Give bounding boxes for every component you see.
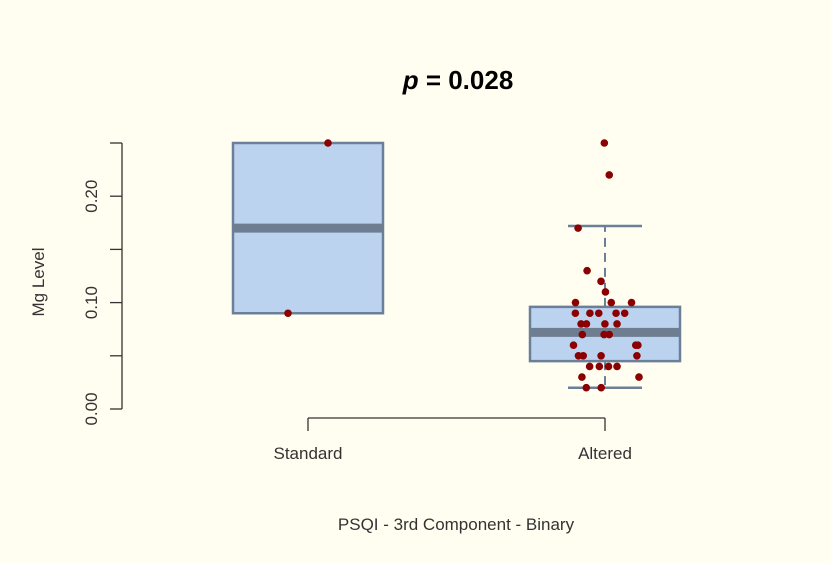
data-point bbox=[620, 309, 629, 318]
data-point bbox=[586, 309, 594, 318]
y-tick-label: 0.20 bbox=[82, 180, 101, 213]
data-point bbox=[595, 362, 604, 371]
data-point bbox=[634, 341, 642, 349]
data-point bbox=[571, 309, 580, 318]
data-point bbox=[597, 352, 605, 360]
data-point bbox=[582, 383, 591, 392]
data-point bbox=[569, 341, 578, 349]
data-point bbox=[612, 309, 620, 318]
data-point bbox=[571, 298, 580, 307]
data-point bbox=[613, 362, 621, 371]
data-point bbox=[284, 309, 292, 318]
data-point bbox=[574, 224, 582, 232]
data-point bbox=[597, 277, 605, 286]
chart-title: p = 0.028 bbox=[402, 65, 514, 95]
data-point bbox=[601, 320, 609, 328]
data-point bbox=[585, 362, 594, 371]
data-point bbox=[597, 383, 605, 392]
data-point bbox=[579, 352, 588, 360]
title-p-symbol: p bbox=[402, 65, 419, 95]
box-altered bbox=[528, 224, 682, 389]
data-point bbox=[578, 330, 587, 339]
data-point bbox=[578, 373, 586, 381]
data-point bbox=[605, 171, 614, 179]
x-axis-label: PSQI - 3rd Component - Binary bbox=[338, 515, 575, 534]
data-point bbox=[604, 362, 613, 371]
data-point bbox=[607, 298, 616, 307]
data-point bbox=[601, 288, 610, 296]
data-point bbox=[635, 373, 643, 381]
data-point bbox=[633, 352, 641, 360]
data-point bbox=[583, 266, 591, 275]
x-tick-label: Altered bbox=[578, 444, 632, 463]
title-p-value: = 0.028 bbox=[419, 65, 514, 95]
data-points bbox=[284, 139, 643, 392]
x-axis: Standard Altered bbox=[274, 417, 632, 463]
data-point bbox=[577, 320, 585, 328]
x-tick-label: Standard bbox=[274, 444, 343, 463]
y-tick-label: 0.00 bbox=[82, 392, 101, 425]
data-point bbox=[582, 320, 591, 328]
y-axis-label: Mg Level bbox=[29, 248, 48, 317]
data-point bbox=[324, 139, 332, 147]
data-point bbox=[600, 139, 609, 147]
y-axis: 0.00 0.10 0.20 bbox=[82, 142, 123, 426]
data-point bbox=[594, 309, 603, 318]
data-point bbox=[627, 298, 636, 307]
box-standard bbox=[231, 141, 385, 315]
y-tick-label: 0.10 bbox=[82, 286, 101, 319]
data-point bbox=[600, 330, 608, 339]
boxes bbox=[231, 141, 682, 389]
data-point bbox=[613, 320, 621, 328]
